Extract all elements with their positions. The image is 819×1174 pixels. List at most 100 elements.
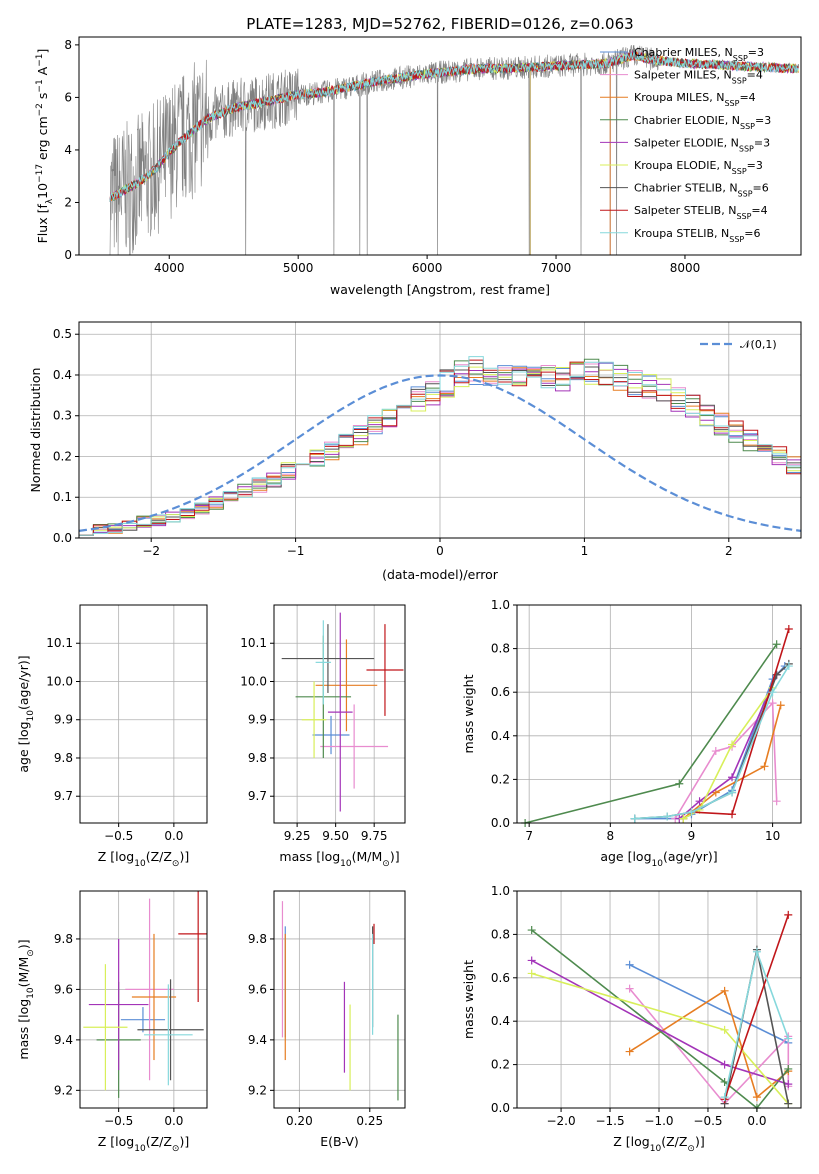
mass-vs-Z-ylabel-part: )] (16, 939, 31, 949)
histogram-5 (79, 362, 801, 538)
mass-weight-vs-Z-ytick-label: 0.4 (491, 1014, 510, 1028)
legend-nssp: 6 (762, 182, 769, 195)
spectrum-ylabel-part: ] (35, 49, 50, 54)
mass-vs-Z-ylabel-part: 10 (26, 987, 36, 999)
mass-weight-vs-Z-marker (720, 1025, 729, 1034)
age-vs-mass-xlabel-part: ⊙ (382, 859, 390, 869)
mass-weight-vs-Z-xlabel-part: (Z/Z (661, 1134, 687, 1149)
residuals-ytick-label: 0.0 (53, 531, 72, 545)
mass-weight-vs-age-marker (711, 747, 720, 756)
mass-weight-vs-age-xtick-label: 8 (606, 829, 614, 843)
residuals-ytick-label: 0.4 (53, 368, 72, 382)
residuals-ytick-label: 0.2 (53, 449, 72, 463)
mass-weight-vs-age-ytick-label: 0.2 (491, 772, 510, 786)
age-vs-mass-xlabel-part: (M/M (352, 849, 383, 864)
mass-weight-vs-Z-plot (527, 910, 793, 1112)
spectrum-ytick-label: 0 (64, 248, 72, 262)
mass-weight-vs-age-marker (679, 814, 688, 823)
mass-weight-vs-Z-ylabel: mass weight (461, 960, 476, 1039)
mass-vs-Z-xlabel-part: )] (179, 1134, 189, 1149)
mass-weight-vs-age-ytick-label: 0.6 (491, 685, 510, 699)
mass-vs-EBV-xtick-label: 0.25 (356, 1114, 383, 1128)
legend-n-sub: SSP (732, 167, 747, 176)
legend-n: N (716, 91, 724, 104)
mass-weight-vs-Z-marker (784, 1034, 793, 1043)
legend-model-name: Salpeter ELODIE (634, 136, 724, 149)
mass-weight-vs-age-xlabel-part: age [log (600, 849, 651, 864)
spectrum-xtick-label: 7000 (541, 261, 572, 275)
legend-model-name: Chabrier STELIB (634, 182, 722, 195)
mass-weight-vs-age-series-8 (634, 665, 790, 820)
mass-weight-vs-Z-xtick-label: 0.0 (747, 1114, 766, 1128)
mass-vs-Z-xlabel-part: 10 (134, 1144, 146, 1154)
mass-vs-Z-ylabel-part: ⊙ (26, 949, 36, 957)
spectrum-ylabel-part: λ (45, 198, 55, 204)
mass-weight-vs-age-series-4 (678, 674, 778, 820)
age-vs-Z-ylabel-part: 10 (26, 710, 36, 722)
legend-eq: = (747, 69, 756, 82)
mass-weight-vs-age-series-0 (634, 665, 786, 820)
age-vs-mass-ytick-label: 9.7 (248, 789, 267, 803)
mass-vs-EBV-ytick-label: 9.4 (248, 1033, 267, 1047)
mass-weight-vs-age-marker (772, 797, 781, 806)
legend-nssp: 4 (761, 204, 768, 217)
legend-sep: , (716, 159, 723, 172)
age-vs-Z-ylabel-part: (age/yr)] (16, 655, 31, 710)
legend-sep: , (716, 69, 723, 82)
mass-weight-vs-Z-xtick-label: −0.5 (693, 1114, 722, 1128)
legend-eq: = (744, 227, 753, 240)
age-vs-Z-ylabel: age [log10(age/yr)] (16, 655, 36, 772)
spectrum-xtick-label: 6000 (412, 261, 443, 275)
age-vs-Z-ytick-label: 9.8 (54, 751, 73, 765)
mass-weight-vs-age-series-7 (691, 628, 790, 816)
mass-weight-vs-age-ylabel: mass weight (461, 674, 476, 753)
legend-nssp: 3 (756, 159, 763, 172)
residuals-ytick-label: 0.3 (53, 409, 72, 423)
model-spectrum-7 (109, 51, 799, 202)
spectrum-xtick-label: 4000 (154, 261, 185, 275)
mass-weight-vs-age-marker (675, 779, 684, 788)
legend-entry-6: Chabrier STELIB, NSSP=6 (634, 182, 769, 199)
spectrum-ytick-label: 4 (64, 143, 72, 157)
spectrum-ylabel: Flux [fλ10−17 erg cm−2 s−1 A−1] (35, 49, 55, 244)
mass-vs-Z-ylabel-part: (M/M (16, 957, 31, 988)
mass-weight-vs-Z-xlabel-part: ⊙ (687, 1144, 695, 1154)
age-vs-Z-xtick-label: 0.0 (164, 829, 183, 843)
residuals-xlabel: (data-model)/error (382, 567, 499, 582)
legend-n-sub: SSP (732, 76, 747, 85)
mass-weight-vs-age-series-5 (682, 687, 774, 820)
legend-model-name: Chabrier MILES (634, 46, 718, 59)
age-vs-mass-ytick-label: 9.8 (248, 751, 267, 765)
mass-vs-Z-plot (83, 891, 207, 1098)
legend-nssp: 3 (764, 114, 771, 127)
mass-weight-vs-Z-marker (625, 1047, 634, 1056)
legend-model-name: Chabrier ELODIE (634, 114, 725, 127)
mass-weight-vs-Z-xlabel-part: 10 (650, 1144, 662, 1154)
mass-weight-vs-age-marker (728, 740, 737, 749)
age-vs-mass-xtick-label: 9.50 (322, 829, 349, 843)
histogram-7 (79, 359, 801, 538)
mass-weight-vs-age-marker (695, 797, 704, 806)
legend-n-sub: SSP (724, 99, 739, 108)
mass-weight-vs-age-marker (728, 810, 737, 819)
normal-curve (79, 374, 801, 532)
mass-weight-vs-Z-series-0 (629, 964, 789, 1044)
legend-entry-7: Salpeter STELIB, NSSP=4 (634, 204, 768, 221)
mass-weight-vs-age-marker (772, 640, 781, 649)
mass-weight-vs-age-marker (630, 814, 639, 823)
legend-sep: , (709, 91, 716, 104)
spectrum-frame (78, 36, 802, 256)
legend-entry-5: Kroupa ELODIE, NSSP=3 (634, 159, 763, 176)
age-vs-Z-plot (83, 613, 218, 812)
residuals-ytick-label: 0.5 (53, 327, 72, 341)
legend-n: N (732, 114, 740, 127)
legend-n: N (723, 159, 731, 172)
residuals-ytick-label: 0.1 (53, 490, 72, 504)
age-vs-Z-ylabel-part: age [log (16, 721, 31, 772)
age-vs-Z-frame (79, 604, 208, 824)
legend-n-sub: SSP (738, 189, 753, 198)
mass-weight-vs-Z-marker (625, 960, 634, 969)
legend-entry-0: Chabrier MILES, NSSP=3 (634, 46, 764, 63)
mass-vs-EBV-ytick-label: 9.6 (248, 982, 267, 996)
age-vs-mass-ytick-label: 10.0 (240, 674, 267, 688)
